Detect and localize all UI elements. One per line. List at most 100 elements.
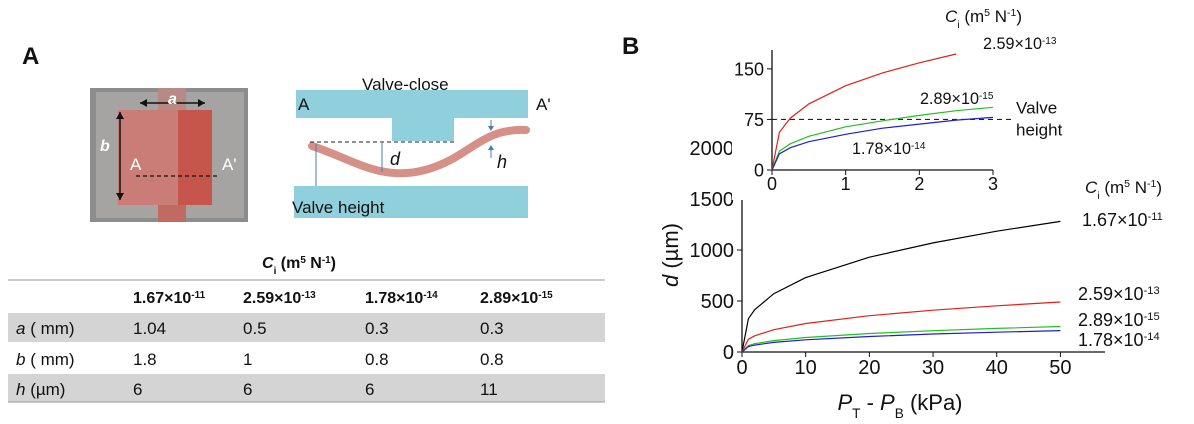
series-label: 2.89×10-15 <box>1078 310 1160 330</box>
column-header: 1.78×10-14 <box>365 290 438 308</box>
y-tick-label: 1000 <box>690 240 735 262</box>
table-group-header-part: 5 <box>300 255 306 266</box>
legend-title-part: (m <box>960 7 985 26</box>
legend-title-part: (m <box>1100 178 1125 197</box>
series-label-exp: -14 <box>1144 331 1160 343</box>
data-line <box>771 106 994 171</box>
series-label-exp: -15 <box>979 91 994 102</box>
column-header-exp: -13 <box>301 290 316 301</box>
row-label: b ( mm) <box>16 350 75 369</box>
legend-title-part: 5 <box>1124 178 1130 190</box>
legend-title: Ci (m5 N-1) <box>945 7 1022 31</box>
table-group-header-part: (m <box>276 255 300 272</box>
table-cell: 0.8 <box>365 350 389 369</box>
series-label-exp: -14 <box>911 141 926 152</box>
series-label: 1.67×10-11 <box>1082 210 1163 230</box>
x-axis-label: PT - PB (kPa) <box>837 390 962 421</box>
column-header-exp: -11 <box>191 290 205 301</box>
series-label-base: 1.78×10 <box>852 140 911 158</box>
y-axis-label-part: (µm) <box>658 223 683 275</box>
legend-title-part: ) <box>1156 178 1162 197</box>
x-axis-label-part: (kPa) <box>904 390 963 415</box>
series-label-base: 1.78×10 <box>1078 330 1144 350</box>
x-tick-label: 30 <box>922 357 944 379</box>
series-label-exp: -15 <box>1144 311 1160 323</box>
x-axis-label-part: P <box>837 390 852 415</box>
diagram-label: Valve height <box>292 198 385 217</box>
table-cell: 11 <box>480 380 498 399</box>
x-tick-label: 40 <box>986 357 1008 379</box>
y-tick-label: 75 <box>744 110 764 130</box>
column-header: 1.67×10-11 <box>133 290 206 308</box>
table-cell: 1.8 <box>133 350 157 369</box>
row-label-part: a <box>16 319 25 338</box>
table-group-header-part: N <box>306 255 322 272</box>
row-label-part: ( mm) <box>25 350 74 369</box>
legend-title-part: i <box>1097 190 1099 202</box>
x-tick-label: 1 <box>841 174 851 194</box>
y-tick-label: 1500 <box>690 189 735 211</box>
table-cell: 0.5 <box>243 319 267 338</box>
series-label-base: 2.59×10 <box>1078 284 1144 304</box>
valve-height-label: Valve <box>1016 98 1057 117</box>
x-axis-label-part: P <box>880 390 895 415</box>
diagram-label: A' <box>536 95 551 114</box>
column-header: 2.59×10-13 <box>243 290 316 308</box>
diagram-label: h <box>497 152 507 172</box>
series-label: 1.78×10-14 <box>852 140 926 158</box>
series-label-base: 2.89×10 <box>920 90 979 108</box>
table-cell: 0.3 <box>480 319 504 338</box>
column-header-base: 1.78×10 <box>365 290 423 307</box>
device-photo <box>90 88 248 222</box>
x-axis-label-part: B <box>895 406 904 421</box>
row-label: h (µm) <box>16 380 65 399</box>
x-tick-label: 10 <box>795 357 817 379</box>
table-group-header-part: i <box>274 266 277 277</box>
series-label-base: 2.89×10 <box>1078 310 1144 330</box>
legend-title-part: ) <box>1016 7 1022 26</box>
row-label: a ( mm) <box>16 319 75 338</box>
y-tick-label: 500 <box>701 291 734 313</box>
photo-label: A' <box>222 155 237 174</box>
column-header-base: 2.89×10 <box>480 290 538 307</box>
legend-title-part: N <box>1130 178 1147 197</box>
data-line <box>741 325 1061 353</box>
series-label: 2.89×10-15 <box>920 90 994 108</box>
legend-title-part: 5 <box>984 7 990 19</box>
row-label-part: (µm) <box>25 380 65 399</box>
x-axis-label-part: T <box>852 406 861 421</box>
series-label-exp: -13 <box>1042 36 1057 47</box>
y-axis-label-part: d <box>658 274 683 287</box>
x-tick-label: 3 <box>988 174 998 194</box>
diagram-label: Valve-close <box>362 75 449 94</box>
x-tick-label: 2 <box>914 174 924 194</box>
legend-title-part: -1 <box>1147 178 1157 190</box>
legend-title-part: C <box>945 7 958 26</box>
row-label-part: ( mm) <box>25 319 74 338</box>
photo-label: A <box>130 155 142 174</box>
column-header-base: 1.67×10 <box>133 290 191 307</box>
row-label-part: b <box>16 350 25 369</box>
table-group-header-part: -1 <box>322 255 331 266</box>
table-group-header-part: ) <box>331 255 336 272</box>
series-label: 1.78×10-14 <box>1078 330 1160 350</box>
panel-label: B <box>622 33 639 60</box>
data-line <box>771 53 957 171</box>
x-tick-label: 0 <box>736 357 747 379</box>
series-label: 2.59×10-13 <box>983 35 1057 53</box>
table-cell: 6 <box>133 380 142 399</box>
column-header-exp: -14 <box>423 290 438 301</box>
data-line <box>771 116 994 171</box>
data-line <box>741 220 1061 353</box>
legend-title-part: C <box>1085 178 1098 197</box>
diagram-label: A <box>298 95 310 114</box>
table-cell: 0.8 <box>480 350 504 369</box>
inset-background <box>732 50 1003 200</box>
column-header: 2.89×10-15 <box>480 290 553 308</box>
x-tick-label: 50 <box>1049 357 1071 379</box>
photo-label: b <box>100 138 110 155</box>
data-line <box>741 330 1061 353</box>
x-axis-label-part: - <box>860 390 880 415</box>
data-line <box>741 301 1061 353</box>
diagram-label: d <box>390 149 401 169</box>
